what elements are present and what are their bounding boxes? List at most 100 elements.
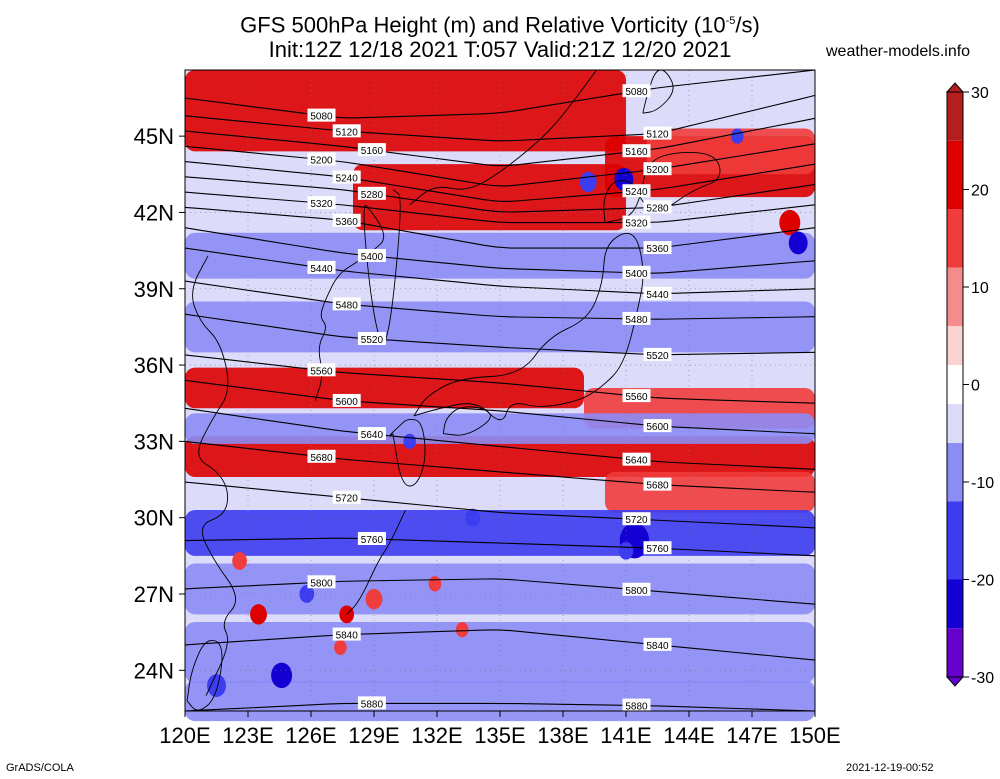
lon-label-135: 135E [474,723,525,748]
lon-label-129: 129E [348,723,399,748]
lon-label-147: 147E [726,723,777,748]
contour-label-box-5440-0 [307,260,336,274]
vorticity-cell-6 [299,585,315,603]
vorticity-cell-5 [250,604,267,625]
contour-5600 [184,379,816,435]
contour-label-box-5880-0 [357,696,386,710]
lat-label-30: 30N [134,506,174,531]
contour-5400 [184,227,816,274]
contour-label-5680-1: 5680 [646,481,669,492]
colorbar-segment-9 [947,140,963,209]
contour-label-5760-0: 5760 [361,535,384,546]
contour-label-5600-0: 5600 [336,397,359,408]
coastline-honshu [413,232,644,421]
contour-label-5480-0: 5480 [336,300,359,311]
colorbar-label-3: 0 [971,378,980,395]
contour-label-box-5680-0 [307,449,336,463]
lat-label-33: 33N [134,429,174,454]
contour-label-box-5600-1 [643,419,672,433]
contour-label-box-5640-1 [622,452,651,466]
contour-label-5600-1: 5600 [646,422,669,433]
colorbar-segment-8 [947,209,963,268]
contour-5320 [184,191,816,224]
contour-label-5240-1: 5240 [625,187,648,198]
colorbar-label-4: -10 [971,475,994,492]
colorbar-segment-1 [947,579,963,629]
lat-label-39: 39N [134,277,174,302]
colorbar-label-2: 10 [971,280,989,297]
lon-label-141: 141E [600,723,651,748]
contour-label-5120-1: 5120 [646,130,669,141]
contour-5760 [184,537,816,557]
contour-5680 [184,440,816,493]
map-title: GFS 500hPa Height (m) and Relative Vorti… [150,8,850,38]
contour-label-5840-0: 5840 [336,631,359,642]
coastline-sakhalin [642,69,674,114]
contour-label-5320-1: 5320 [625,219,648,230]
contour-label-5240-0: 5240 [336,174,359,185]
contour-label-box-5640-0 [357,427,386,441]
contour-label-box-5280-0 [357,186,386,200]
vorticity-cell-13 [334,639,347,656]
lon-label-144: 144E [663,723,714,748]
contour-label-5160-0: 5160 [361,146,384,157]
contour-label-5080-1: 5080 [625,87,648,98]
lat-label-42: 42N [134,200,174,225]
vorticity-band-12 [185,563,815,615]
contour-5120 [184,94,816,142]
contour-label-box-5240-0 [332,170,361,184]
contour-label-5640-1: 5640 [625,456,648,467]
contour-label-box-5240-1 [622,184,651,198]
title-text: GFS 500hPa Height (m) and Relative Vorti… [240,12,726,38]
vorticity-cell-14 [428,576,442,592]
contour-label-5560-1: 5560 [625,392,648,403]
contour-label-5120-0: 5120 [336,127,359,138]
contour-label-box-5480-0 [332,297,361,311]
contour-label-5200-1: 5200 [646,165,669,176]
contour-label-5840-1: 5840 [646,641,669,652]
colorbar-label-5: -20 [971,573,994,590]
site-label: weather-models.info [826,43,971,60]
contour-label-box-5560-0 [307,363,336,377]
colorbar-segment-3 [947,443,963,502]
lat-label-24: 24N [134,658,174,683]
colorbar-segment-0 [947,628,963,677]
contour-label-5360-0: 5360 [336,217,359,228]
contour-label-box-5800-0 [307,575,336,589]
contour-label-5080-0: 5080 [310,112,333,123]
vorticity-cell-7 [339,605,355,624]
vorticity-cell-11 [465,508,481,527]
vorticity-band-0 [185,70,626,152]
contour-5160 [184,117,816,167]
contour-label-5280-0: 5280 [361,190,384,201]
vorticity-cell-2 [788,231,808,255]
contour-label-5440-0: 5440 [310,264,333,275]
vorticity-band-6 [185,367,584,409]
title-exponent: -5 [725,15,736,27]
contour-5640 [184,407,816,470]
contour-label-box-5400-1 [622,265,651,279]
contour-label-5280-1: 5280 [646,203,669,214]
contour-label-5880-1: 5880 [625,702,648,713]
contour-label-box-5320-1 [622,215,651,229]
vorticity-band-3 [647,128,815,175]
contour-label-box-5520-1 [643,347,672,361]
contour-label-5720-0: 5720 [336,494,359,505]
contour-label-box-5560-1 [622,389,651,403]
lon-label-132: 132E [411,723,462,748]
contour-5200 [184,143,816,187]
contour-label-5560-0: 5560 [310,366,333,377]
contour-label-5440-1: 5440 [646,290,669,301]
vorticity-band-5 [185,301,815,353]
lon-label-120: 120E [159,723,210,748]
contour-label-box-5120-1 [643,126,672,140]
contour-label-5400-1: 5400 [625,269,648,280]
contour-label-box-5720-0 [332,490,361,504]
contour-label-box-5120-0 [332,124,361,138]
contour-label-box-5520-0 [357,331,386,345]
contour-label-box-5200-1 [643,162,672,176]
contour-label-5520-1: 5520 [646,351,669,362]
map-axes: 120E 123E 126E 129E 132E 135E 138E 141E 144E 147E… [134,124,841,748]
